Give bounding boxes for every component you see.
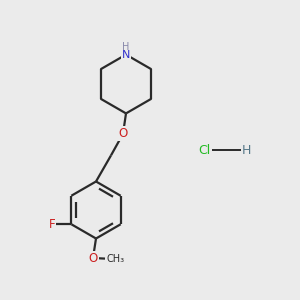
Text: N: N	[122, 50, 130, 60]
Text: H: H	[241, 143, 251, 157]
Text: O: O	[118, 127, 127, 140]
Text: Cl: Cl	[198, 143, 210, 157]
Text: O: O	[88, 251, 98, 265]
Text: H: H	[122, 42, 130, 52]
Text: CH₃: CH₃	[106, 254, 124, 264]
Text: F: F	[49, 218, 55, 231]
